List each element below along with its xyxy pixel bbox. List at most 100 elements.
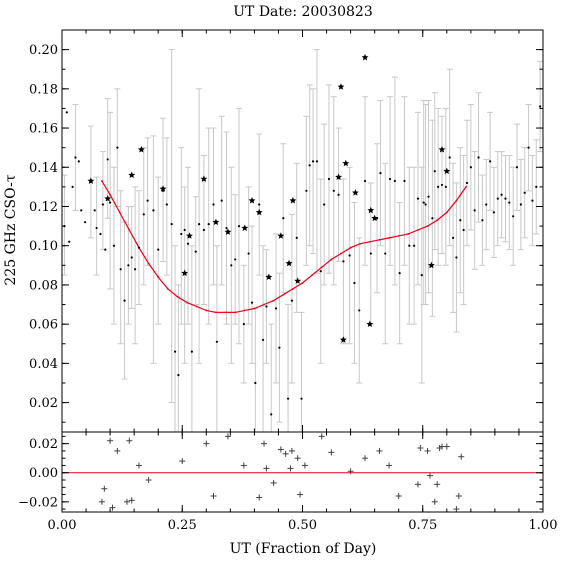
residual-point <box>114 447 121 454</box>
data-point <box>412 244 416 247</box>
data-point <box>194 250 197 253</box>
residual-point <box>145 477 152 483</box>
data-point <box>119 268 122 271</box>
data-point <box>451 236 455 239</box>
fit-curve-marker <box>301 282 304 284</box>
residual-point <box>126 437 133 444</box>
residual-point <box>270 479 277 486</box>
residual-point <box>395 493 402 499</box>
residual-point <box>282 450 289 457</box>
residual-point <box>455 493 462 499</box>
data-point <box>465 181 469 185</box>
residual-point <box>203 440 210 447</box>
data-point <box>127 264 130 267</box>
residual-point <box>318 433 325 440</box>
data-point-star <box>339 336 347 343</box>
residual-point <box>414 481 421 488</box>
data-point <box>165 203 168 206</box>
fit-curve-marker <box>282 293 285 296</box>
data-point-star <box>181 269 189 277</box>
residual-point <box>261 440 268 447</box>
data-point <box>512 215 515 218</box>
x-tick-label: 0.00 <box>48 518 77 533</box>
fit-curve-marker <box>330 258 333 261</box>
data-point <box>116 146 119 149</box>
data-point <box>230 264 233 267</box>
data-point <box>93 209 96 212</box>
fit-curve-marker <box>101 180 103 182</box>
data-point <box>332 189 335 192</box>
data-point <box>65 111 68 114</box>
data-point-star <box>128 171 136 179</box>
data-point-star <box>241 224 249 231</box>
data-point <box>444 185 447 188</box>
data-point <box>519 203 522 206</box>
data-point <box>427 195 430 198</box>
data-point-star <box>366 320 374 328</box>
data-point-star <box>335 173 342 180</box>
residual-point <box>458 453 465 460</box>
fit-curve-marker <box>368 240 371 243</box>
data-point <box>130 256 133 259</box>
y-axis-label: 225 GHz CSO-τ <box>3 174 19 285</box>
residual-point <box>107 437 114 444</box>
data-point <box>440 183 444 187</box>
fit-curve-marker <box>311 274 314 277</box>
data-point <box>278 346 281 349</box>
residual-y-tick-label: 0.00 <box>29 466 58 481</box>
residual-point <box>362 455 369 462</box>
data-point <box>358 309 361 312</box>
data-point <box>80 209 83 212</box>
residual-point <box>287 465 294 472</box>
data-point <box>539 105 542 108</box>
data-point <box>342 260 345 263</box>
data-point-star <box>438 146 446 153</box>
data-point <box>142 213 145 216</box>
main-errorbars <box>61 49 544 432</box>
fit-curve-marker <box>118 211 121 214</box>
data-point <box>305 189 308 192</box>
data-point <box>104 248 107 251</box>
y-tick-label: 0.04 <box>29 357 58 372</box>
data-point <box>112 244 116 247</box>
fit-curve-marker <box>455 199 458 202</box>
fit-curve-marker <box>224 311 227 314</box>
data-point <box>481 219 484 222</box>
y-tick-label: 0.10 <box>29 239 58 254</box>
data-point <box>515 166 519 169</box>
fit-curve-marker <box>147 262 150 265</box>
data-point-star <box>367 206 375 214</box>
data-point <box>290 299 294 302</box>
data-point-star <box>186 232 193 239</box>
axis-ticks <box>61 30 544 512</box>
data-point <box>473 209 476 212</box>
data-point <box>462 228 465 232</box>
residual-point <box>277 446 284 453</box>
data-point <box>258 203 261 206</box>
data-point <box>369 252 372 255</box>
residual-point <box>288 447 295 454</box>
fit-curve-marker <box>397 235 400 237</box>
data-point <box>186 242 190 245</box>
data-point <box>492 211 496 214</box>
data-point <box>207 223 210 226</box>
data-point <box>393 179 396 183</box>
data-point <box>146 199 149 202</box>
x-tick-label: 1.00 <box>529 518 558 533</box>
data-point <box>363 179 367 183</box>
data-point <box>337 193 340 196</box>
data-point <box>180 232 183 236</box>
data-point <box>242 323 245 326</box>
x-tick-label: 0.75 <box>408 518 437 533</box>
y-tick-label: 0.12 <box>29 200 58 215</box>
residual-point <box>101 485 108 492</box>
data-point <box>420 274 423 277</box>
data-point <box>95 226 98 230</box>
data-point <box>83 221 87 224</box>
data-point <box>319 270 322 273</box>
fit-curve-marker <box>465 185 467 188</box>
data-point <box>531 199 534 202</box>
data-point <box>197 223 201 226</box>
residual-point <box>424 447 431 454</box>
data-point <box>500 193 503 196</box>
